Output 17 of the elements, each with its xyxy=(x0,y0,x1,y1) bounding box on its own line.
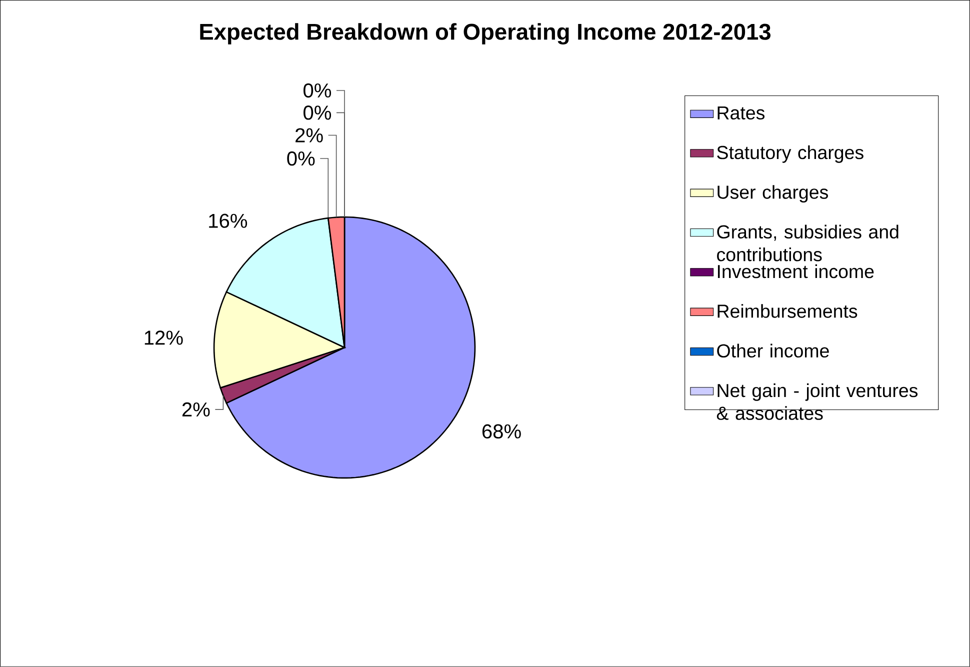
text: 0% xyxy=(304,83,332,98)
legend-label: Other income xyxy=(717,344,829,358)
legend-label: Reimbursements xyxy=(718,304,858,318)
chart-title: Expected Breakdown of Operating Income 2012-2013 xyxy=(200,23,770,45)
data-label: 68% xyxy=(482,424,521,439)
legend-label: Grants, subsidies and contributions xyxy=(717,224,898,262)
text: 0% xyxy=(287,151,315,166)
data-label: 2% xyxy=(182,402,210,417)
data-label: 2% xyxy=(296,128,323,142)
legend-label: Net gain - joint ventures & associates xyxy=(716,383,918,420)
data-label: 12% xyxy=(144,330,183,345)
text: 0% xyxy=(304,106,332,120)
legend-label: User charges xyxy=(718,185,828,203)
legend-label: Statutory charges xyxy=(717,145,864,163)
legend-label: Rates xyxy=(718,106,764,120)
data-label: 16% xyxy=(209,214,248,228)
legend-label: Investment income xyxy=(718,264,874,278)
